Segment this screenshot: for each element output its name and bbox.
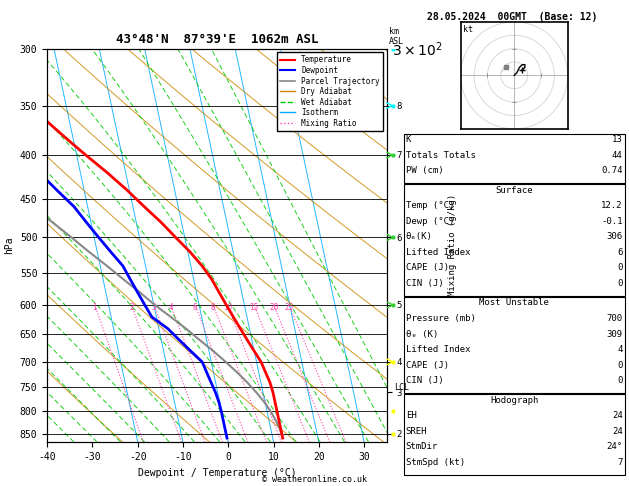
Y-axis label: hPa: hPa — [4, 237, 14, 254]
Text: Hodograph: Hodograph — [490, 396, 538, 405]
Text: km
ASL: km ASL — [389, 27, 404, 46]
X-axis label: Dewpoint / Temperature (°C): Dewpoint / Temperature (°C) — [138, 468, 296, 478]
Text: 7: 7 — [617, 458, 623, 467]
Text: 13: 13 — [612, 135, 623, 144]
Text: K: K — [406, 135, 411, 144]
Text: Lifted Index: Lifted Index — [406, 248, 470, 257]
Text: CIN (J): CIN (J) — [406, 376, 443, 385]
Text: 1: 1 — [92, 303, 97, 312]
Text: 0: 0 — [617, 376, 623, 385]
Text: 28.05.2024  00GMT  (Base: 12): 28.05.2024 00GMT (Base: 12) — [428, 12, 598, 22]
Text: 3: 3 — [152, 303, 157, 312]
Text: 0: 0 — [617, 279, 623, 288]
Text: 24: 24 — [612, 411, 623, 420]
Text: Most Unstable: Most Unstable — [479, 298, 549, 308]
Text: 306: 306 — [606, 232, 623, 242]
Text: 12.2: 12.2 — [601, 201, 623, 210]
Text: 2: 2 — [129, 303, 134, 312]
Text: CIN (J): CIN (J) — [406, 279, 443, 288]
Text: 25: 25 — [284, 303, 294, 312]
Text: Surface: Surface — [496, 186, 533, 195]
Text: StmDir: StmDir — [406, 442, 438, 451]
Text: 0: 0 — [617, 361, 623, 370]
Text: SREH: SREH — [406, 427, 427, 436]
Text: 700: 700 — [606, 314, 623, 323]
Text: 24°: 24° — [606, 442, 623, 451]
Text: 0: 0 — [617, 263, 623, 273]
Y-axis label: Mixing Ratio (g/kg): Mixing Ratio (g/kg) — [448, 194, 457, 296]
Text: 43°48'N  87°39'E  1062m ASL: 43°48'N 87°39'E 1062m ASL — [116, 33, 318, 46]
Text: 309: 309 — [606, 330, 623, 339]
Text: Lifted Index: Lifted Index — [406, 345, 470, 354]
Text: θₑ(K): θₑ(K) — [406, 232, 433, 242]
Text: StmSpd (kt): StmSpd (kt) — [406, 458, 465, 467]
Text: -0.1: -0.1 — [601, 217, 623, 226]
Text: CAPE (J): CAPE (J) — [406, 361, 448, 370]
Text: Dewp (°C): Dewp (°C) — [406, 217, 454, 226]
Text: 10: 10 — [223, 303, 232, 312]
Text: θₑ (K): θₑ (K) — [406, 330, 438, 339]
Text: CAPE (J): CAPE (J) — [406, 263, 448, 273]
Text: 4: 4 — [169, 303, 173, 312]
Text: Totals Totals: Totals Totals — [406, 151, 476, 160]
Text: 20: 20 — [269, 303, 278, 312]
Text: 4: 4 — [617, 345, 623, 354]
Text: Pressure (mb): Pressure (mb) — [406, 314, 476, 323]
Text: 6: 6 — [193, 303, 198, 312]
Text: 15: 15 — [249, 303, 259, 312]
Text: EH: EH — [406, 411, 416, 420]
Text: LCL: LCL — [394, 383, 409, 392]
Text: Temp (°C): Temp (°C) — [406, 201, 454, 210]
Text: 8: 8 — [211, 303, 215, 312]
Legend: Temperature, Dewpoint, Parcel Trajectory, Dry Adiabat, Wet Adiabat, Isotherm, Mi: Temperature, Dewpoint, Parcel Trajectory… — [277, 52, 383, 131]
Text: © weatheronline.co.uk: © weatheronline.co.uk — [262, 474, 367, 484]
Text: 0.74: 0.74 — [601, 166, 623, 175]
Text: kt: kt — [464, 24, 474, 34]
Text: 6: 6 — [617, 248, 623, 257]
Text: 24: 24 — [612, 427, 623, 436]
Text: 44: 44 — [612, 151, 623, 160]
Text: PW (cm): PW (cm) — [406, 166, 443, 175]
